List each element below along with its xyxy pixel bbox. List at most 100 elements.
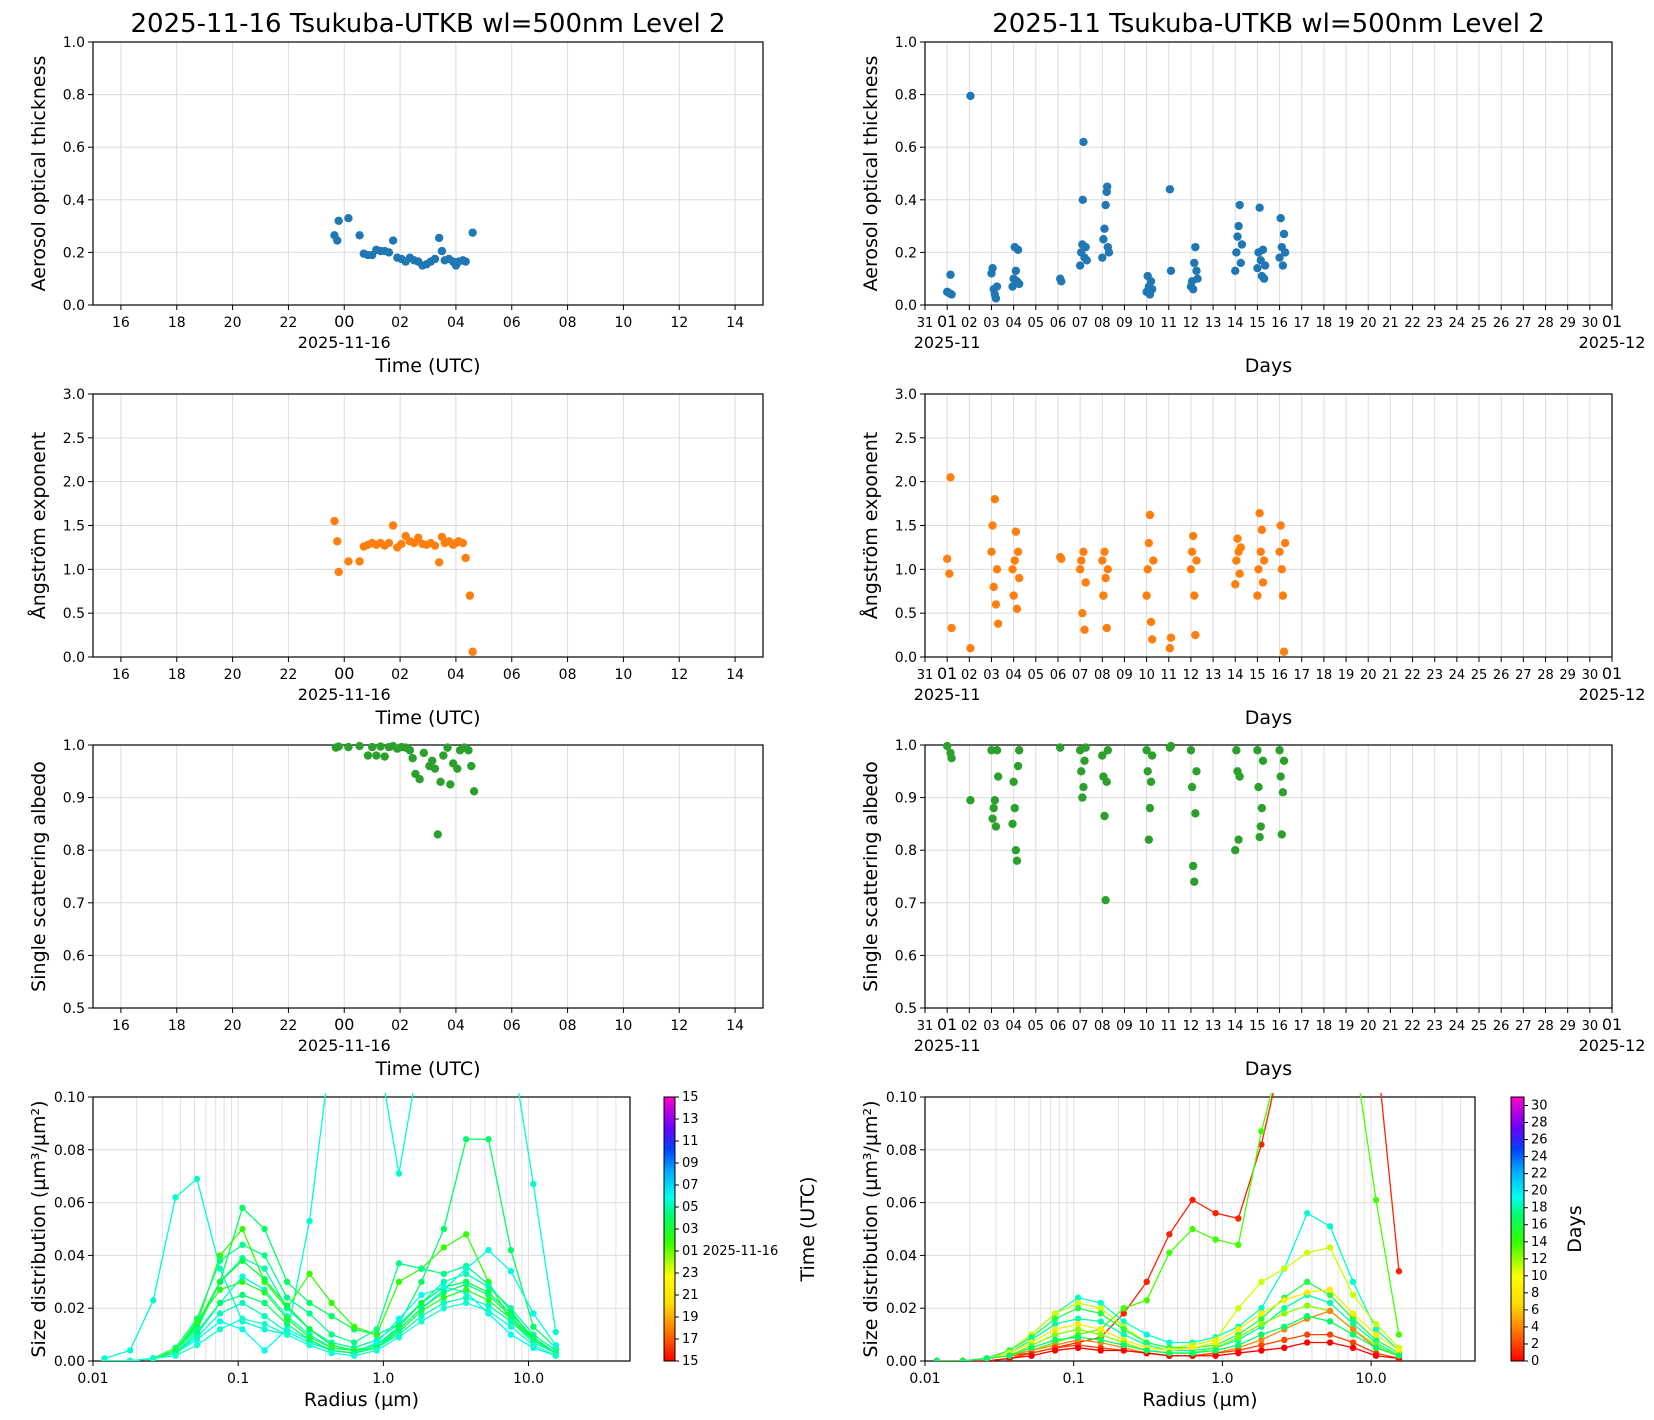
- series-point: [1349, 1310, 1357, 1317]
- x-tick-label: 16: [112, 315, 130, 331]
- axes-frame: [924, 393, 1613, 658]
- data-point: [443, 743, 452, 752]
- data-point: [1233, 534, 1242, 543]
- x-tick-label: 20: [224, 667, 242, 683]
- colorbar-label: Days: [1564, 1205, 1586, 1252]
- data-point: [991, 294, 1001, 303]
- y-tick-label: 0.06: [886, 1196, 917, 1212]
- data-point: [946, 270, 955, 279]
- series-point: [1051, 1331, 1059, 1338]
- data-point: [1009, 591, 1018, 600]
- colorbar: [663, 1096, 676, 1362]
- series-point: [328, 1331, 335, 1338]
- x-tick-label: 20: [224, 1018, 242, 1034]
- data-point: [1147, 751, 1157, 760]
- x-tick-label: 12: [1183, 668, 1200, 683]
- y-tick-label: 0.5: [63, 606, 85, 622]
- series-point: [1051, 1320, 1059, 1328]
- series-point: [306, 1326, 313, 1333]
- axes-frame: [924, 1096, 1476, 1362]
- data-point: [1057, 554, 1066, 564]
- series-point: [261, 1225, 268, 1233]
- series-point: [462, 1231, 470, 1238]
- data-point: [1014, 573, 1024, 583]
- data-point: [1186, 746, 1196, 755]
- chart-sd-month: 0.00 0.02 0.04 0.06 0.08 0.10 0.01 0.1 1.0 10.0 Ra…: [860, 1090, 1586, 1411]
- data-point: [1236, 258, 1245, 268]
- x-tick-label: 03: [983, 316, 1000, 331]
- data-point: [1190, 591, 1199, 600]
- series-point: [328, 1349, 335, 1357]
- x-tick-label: 21: [1382, 668, 1399, 683]
- x-tick-label: 0.1: [227, 1371, 249, 1387]
- series-point: [440, 1270, 448, 1278]
- data-point: [1014, 746, 1024, 755]
- data-point: [1258, 245, 1268, 254]
- x-tick-label: 09: [1116, 316, 1133, 331]
- y-tick-label: 0.9: [895, 791, 917, 807]
- x-tick-label: 06: [503, 315, 521, 331]
- series-point: [1349, 1326, 1357, 1333]
- y-tick-label: 0.6: [895, 140, 917, 156]
- x-tick-label: 10.0: [1355, 1371, 1386, 1387]
- date-label-left: 2025-11: [914, 685, 981, 704]
- series-point: [1074, 1320, 1082, 1328]
- data-point: [1275, 253, 1284, 262]
- series-point: [216, 1286, 224, 1293]
- colorbar: [1510, 1096, 1525, 1362]
- series-point: [440, 1289, 448, 1296]
- data-point: [1100, 224, 1109, 233]
- x-tick-label: 18: [168, 667, 186, 683]
- data-point: [1010, 556, 1019, 565]
- x-tick-label: 04: [1005, 668, 1022, 683]
- series-point: [261, 1252, 268, 1259]
- y-tick-label: 0.8: [63, 843, 85, 859]
- series-point: [1326, 1286, 1334, 1293]
- x-tick-label: 18: [1316, 668, 1333, 683]
- series-point: [1281, 1344, 1288, 1352]
- x-axis-label: Days: [1245, 1058, 1292, 1080]
- data-point: [942, 554, 952, 564]
- series-point: [1120, 1341, 1127, 1349]
- y-tick-label: 2.0: [63, 475, 85, 491]
- data-point: [430, 764, 440, 773]
- series-point: [101, 1357, 108, 1361]
- data-point: [1166, 741, 1176, 751]
- series-point: [1372, 1344, 1380, 1352]
- series-point: [1074, 1326, 1082, 1333]
- data-point: [1279, 229, 1289, 239]
- data-point: [334, 742, 343, 751]
- data-point: [1011, 266, 1021, 276]
- colorbar-tick-label: 17: [682, 1332, 699, 1347]
- series-point: [1281, 1310, 1288, 1317]
- data-point: [1257, 525, 1267, 535]
- series-point: [440, 1305, 448, 1312]
- data-point: [468, 228, 477, 237]
- data-point: [355, 557, 364, 566]
- x-tick-label: 08: [1094, 316, 1111, 331]
- x-tick-label: 26: [1493, 316, 1510, 331]
- series-point: [1304, 1289, 1311, 1296]
- series-point: [1258, 1141, 1265, 1148]
- series-point: [216, 1318, 224, 1325]
- series-point: [1074, 1315, 1082, 1322]
- series-point: [193, 1318, 201, 1325]
- series-point: [306, 1270, 313, 1278]
- series-point: [1166, 1349, 1173, 1357]
- series-point: [1258, 1336, 1265, 1344]
- x-tick-label: 01: [1602, 1015, 1622, 1034]
- series-point: [507, 1312, 515, 1320]
- data-point: [942, 741, 952, 751]
- data-point: [946, 473, 955, 482]
- colorbar-tick-label: 15: [682, 1354, 699, 1369]
- data-point: [1142, 591, 1151, 600]
- y-axis-label: Size distribution (µm³/µm²): [28, 1100, 50, 1357]
- data-point: [993, 772, 1003, 781]
- series-point: [283, 1331, 291, 1338]
- series-point: [552, 1328, 559, 1336]
- series-point: [1372, 1196, 1380, 1204]
- axes-frame: [92, 41, 764, 306]
- x-axis-label: Time (UTC): [374, 1058, 480, 1080]
- series-point: [462, 1299, 470, 1307]
- series-point: [395, 1315, 403, 1322]
